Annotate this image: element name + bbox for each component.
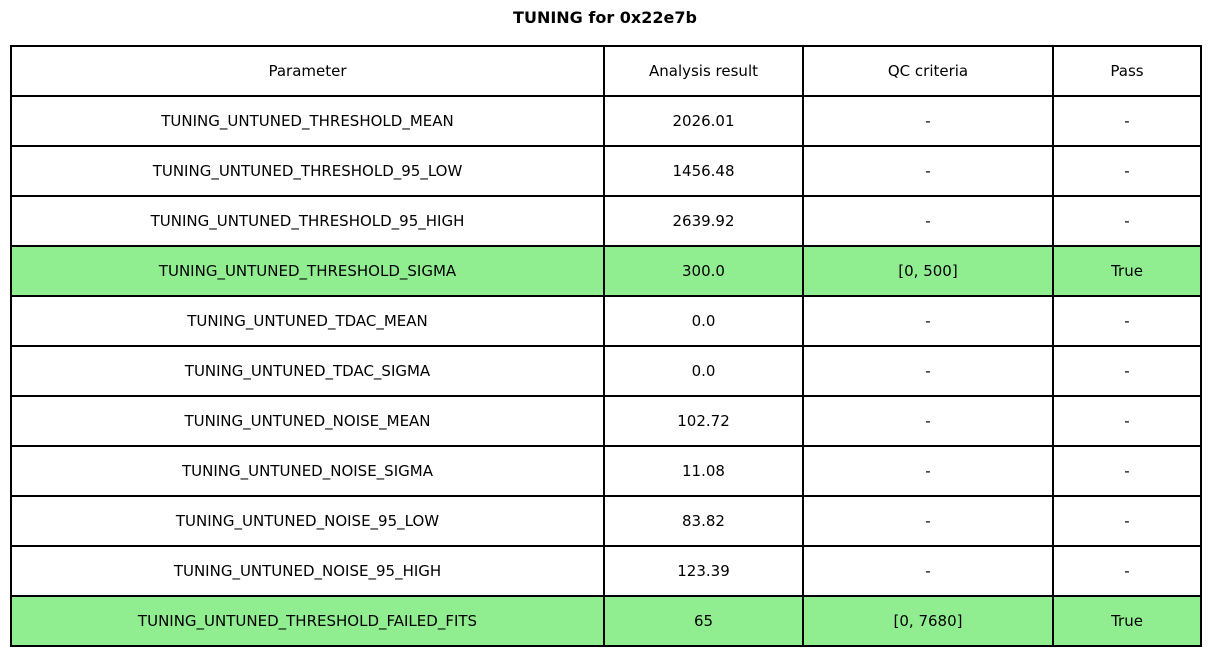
cell-qc-criteria: - xyxy=(802,95,1054,147)
cell-pass: - xyxy=(1052,495,1202,547)
cell-pass: - xyxy=(1052,545,1202,597)
cell-analysis-result: 83.82 xyxy=(603,495,804,547)
cell-pass: - xyxy=(1052,95,1202,147)
cell-analysis-result: 300.0 xyxy=(603,245,804,297)
table-row: TUNING_UNTUNED_THRESHOLD_SIGMA 300.0 [0, 5… xyxy=(10,245,1202,297)
cell-qc-criteria: [0, 500] xyxy=(802,245,1054,297)
cell-parameter: TUNING_UNTUNED_NOISE_95_HIGH xyxy=(10,545,605,597)
column-header-pass: Pass xyxy=(1052,45,1202,97)
cell-parameter: TUNING_UNTUNED_THRESHOLD_95_HIGH xyxy=(10,195,605,247)
cell-pass: - xyxy=(1052,145,1202,197)
cell-analysis-result: 0.0 xyxy=(603,345,804,397)
cell-pass: - xyxy=(1052,445,1202,497)
cell-pass: True xyxy=(1052,595,1202,647)
cell-pass: - xyxy=(1052,195,1202,247)
column-header-parameter: Parameter xyxy=(10,45,605,97)
cell-parameter: TUNING_UNTUNED_THRESHOLD_FAILED_FITS xyxy=(10,595,605,647)
cell-pass: - xyxy=(1052,395,1202,447)
table-row: TUNING_UNTUNED_THRESHOLD_95_LOW 1456.48- - xyxy=(10,145,1202,197)
cell-analysis-result: 65 xyxy=(603,595,804,647)
column-header-qc-criteria: QC criteria xyxy=(802,45,1054,97)
table-row: TUNING_UNTUNED_THRESHOLD_FAILED_FITS 65 [0… xyxy=(10,595,1202,647)
cell-qc-criteria: - xyxy=(802,145,1054,197)
cell-qc-criteria: - xyxy=(802,495,1054,547)
table-body: TUNING_UNTUNED_THRESHOLD_MEAN 2026.01- - TU… xyxy=(10,95,1202,647)
table-row: TUNING_UNTUNED_TDAC_MEAN 0.0- - xyxy=(10,295,1202,347)
table-row: TUNING_UNTUNED_THRESHOLD_MEAN 2026.01- - xyxy=(10,95,1202,147)
cell-analysis-result: 2026.01 xyxy=(603,95,804,147)
cell-analysis-result: 123.39 xyxy=(603,545,804,597)
cell-parameter: TUNING_UNTUNED_THRESHOLD_MEAN xyxy=(10,95,605,147)
table-row: TUNING_UNTUNED_NOISE_95_LOW 83.82- - xyxy=(10,495,1202,547)
cell-analysis-result: 102.72 xyxy=(603,395,804,447)
table-row: TUNING_UNTUNED_NOISE_SIGMA 11.08- - xyxy=(10,445,1202,497)
table-row: TUNING_UNTUNED_TDAC_SIGMA 0.0- - xyxy=(10,345,1202,397)
column-header-analysis-result: Analysis result xyxy=(603,45,804,97)
cell-pass: - xyxy=(1052,295,1202,347)
cell-analysis-result: 2639.92 xyxy=(603,195,804,247)
cell-pass: True xyxy=(1052,245,1202,297)
table-header-row: Parameter Analysis result QC criteria Pass xyxy=(10,45,1202,97)
cell-qc-criteria: - xyxy=(802,295,1054,347)
cell-analysis-result: 0.0 xyxy=(603,295,804,347)
cell-parameter: TUNING_UNTUNED_THRESHOLD_SIGMA xyxy=(10,245,605,297)
table-row: TUNING_UNTUNED_NOISE_MEAN 102.72- - xyxy=(10,395,1202,447)
cell-qc-criteria: - xyxy=(802,345,1054,397)
page-title: TUNING for 0x22e7b xyxy=(513,8,697,27)
qc-results-table: Parameter Analysis result QC criteria Pass … xyxy=(10,45,1202,647)
cell-pass: - xyxy=(1052,345,1202,397)
cell-parameter: TUNING_UNTUNED_TDAC_SIGMA xyxy=(10,345,605,397)
cell-qc-criteria: - xyxy=(802,395,1054,447)
table-row: TUNING_UNTUNED_NOISE_95_HIGH 123.39- - xyxy=(10,545,1202,597)
cell-analysis-result: 1456.48 xyxy=(603,145,804,197)
cell-parameter: TUNING_UNTUNED_NOISE_95_LOW xyxy=(10,495,605,547)
cell-qc-criteria: - xyxy=(802,195,1054,247)
cell-parameter: TUNING_UNTUNED_THRESHOLD_95_LOW xyxy=(10,145,605,197)
table-row: TUNING_UNTUNED_THRESHOLD_95_HIGH 2639.92-… xyxy=(10,195,1202,247)
cell-parameter: TUNING_UNTUNED_NOISE_SIGMA xyxy=(10,445,605,497)
cell-qc-criteria: - xyxy=(802,545,1054,597)
cell-parameter: TUNING_UNTUNED_TDAC_MEAN xyxy=(10,295,605,347)
cell-qc-criteria: [0, 7680] xyxy=(802,595,1054,647)
cell-analysis-result: 11.08 xyxy=(603,445,804,497)
cell-qc-criteria: - xyxy=(802,445,1054,497)
cell-parameter: TUNING_UNTUNED_NOISE_MEAN xyxy=(10,395,605,447)
